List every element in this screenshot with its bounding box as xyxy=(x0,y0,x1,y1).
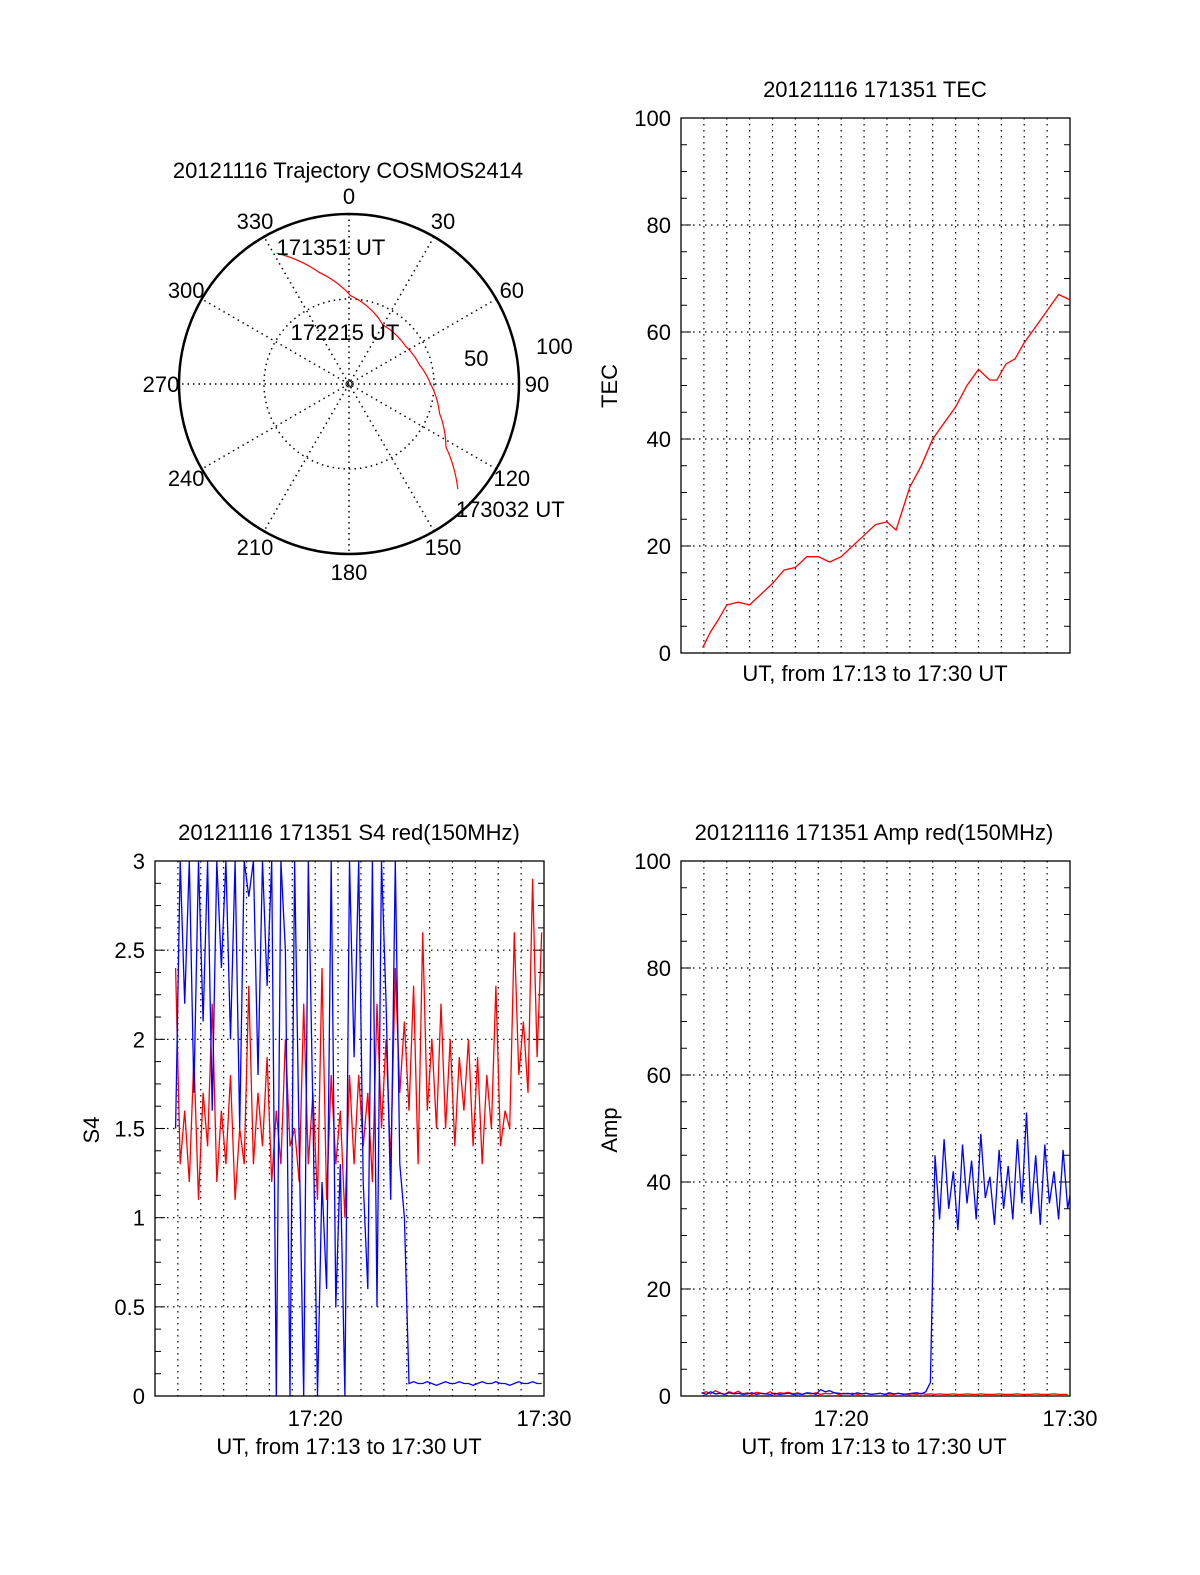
amp-ylabel: Amp xyxy=(597,1107,622,1152)
polar-angle-label: 30 xyxy=(431,209,455,234)
y-tick-label: 0.5 xyxy=(114,1295,145,1320)
polar-angle-label: 210 xyxy=(237,535,274,560)
series-line-tec xyxy=(702,293,1070,648)
polar-annotation-label: 171351 UT xyxy=(276,235,385,260)
amp-title: 20121116 171351 Amp red(150MHz) xyxy=(695,820,1054,845)
y-tick-label: 2.5 xyxy=(114,938,145,963)
tec-ylabel: TEC xyxy=(597,364,622,408)
plot-frame xyxy=(680,117,1071,654)
polar-center-mark xyxy=(345,380,353,388)
polar-angle-label: 120 xyxy=(493,466,530,491)
polar-outer-circle xyxy=(177,212,521,556)
y-tick-label: 40 xyxy=(647,1170,671,1195)
y-tick-label: 20 xyxy=(647,534,671,559)
x-tick-label: 17:20 xyxy=(288,1406,343,1431)
y-tick-label: 80 xyxy=(647,213,671,238)
polar-angle-label: 60 xyxy=(500,278,524,303)
polar-angle-label: 0 xyxy=(343,184,355,209)
y-tick-label: 20 xyxy=(647,1277,671,1302)
y-tick-label: 100 xyxy=(634,849,671,874)
s4-plot: 20121116 171351 S4 red(150MHz) UT, from … xyxy=(79,820,572,1459)
x-tick-label: 17:30 xyxy=(516,1406,571,1431)
polar-angle-label: 270 xyxy=(143,372,180,397)
y-tick-label: 1.5 xyxy=(114,1117,145,1142)
x-tick-label: 17:30 xyxy=(1042,1406,1097,1431)
polar-radial-label-100: 100 xyxy=(536,334,573,359)
polar-title: 20121116 Trajectory COSMOS2414 xyxy=(173,158,523,183)
plot-frame xyxy=(154,860,545,1397)
amp-xlabel: UT, from 17:13 to 17:30 UT xyxy=(741,1434,1006,1459)
polar-angle-label: 330 xyxy=(237,209,274,234)
s4-xlabel: UT, from 17:13 to 17:30 UT xyxy=(216,1434,481,1459)
polar-angle-label: 90 xyxy=(525,372,549,397)
polar-angle-label: 300 xyxy=(168,278,205,303)
polar-grid-circle-50 xyxy=(263,298,435,470)
polar-angle-label: 180 xyxy=(331,560,368,585)
y-tick-label: 60 xyxy=(647,320,671,345)
plot-frame xyxy=(680,860,1071,1397)
series-group xyxy=(174,861,543,1396)
amp-plot: 20121116 171351 Amp red(150MHz) UT, from… xyxy=(597,820,1098,1459)
polar-trajectory-plot: 20121116 Trajectory COSMOS2414 0 30 60 90 12… xyxy=(143,158,573,585)
series-line-blue xyxy=(174,861,542,1396)
y-tick-label: 40 xyxy=(647,427,671,452)
y-tick-label: 0 xyxy=(133,1384,145,1409)
y-tick-label: 60 xyxy=(647,1063,671,1088)
polar-angle-label: 240 xyxy=(168,466,205,491)
y-tick-label: 80 xyxy=(647,956,671,981)
x-tick-label: 17:20 xyxy=(814,1406,869,1431)
tec-title: 20121116 171351 TEC xyxy=(763,77,987,102)
y-tick-label: 0 xyxy=(659,1384,671,1409)
y-tick-label: 0 xyxy=(659,641,671,666)
tec-xlabel: UT, from 17:13 to 17:30 UT xyxy=(742,661,1007,686)
polar-radial-label-50: 50 xyxy=(464,346,488,371)
series-line-red xyxy=(174,878,543,1218)
s4-ylabel: S4 xyxy=(79,1117,104,1144)
y-tick-label: 1 xyxy=(133,1206,145,1231)
series-group xyxy=(701,1112,1070,1396)
y-tick-label: 2 xyxy=(133,1027,145,1052)
polar-trajectory-line xyxy=(276,252,459,490)
polar-annotation-label: 172215 UT xyxy=(291,320,400,345)
tec-plot: 20121116 171351 TEC UT, from 17:13 to 17… xyxy=(597,77,1071,686)
y-tick-label: 100 xyxy=(634,106,671,131)
s4-title: 20121116 171351 S4 red(150MHz) xyxy=(178,820,520,845)
polar-annotation-label: 173032 UT xyxy=(456,497,565,522)
polar-angle-label: 150 xyxy=(425,535,462,560)
y-tick-label: 3 xyxy=(133,849,145,874)
series-group xyxy=(702,293,1070,648)
series-line-blue xyxy=(701,1112,1070,1396)
